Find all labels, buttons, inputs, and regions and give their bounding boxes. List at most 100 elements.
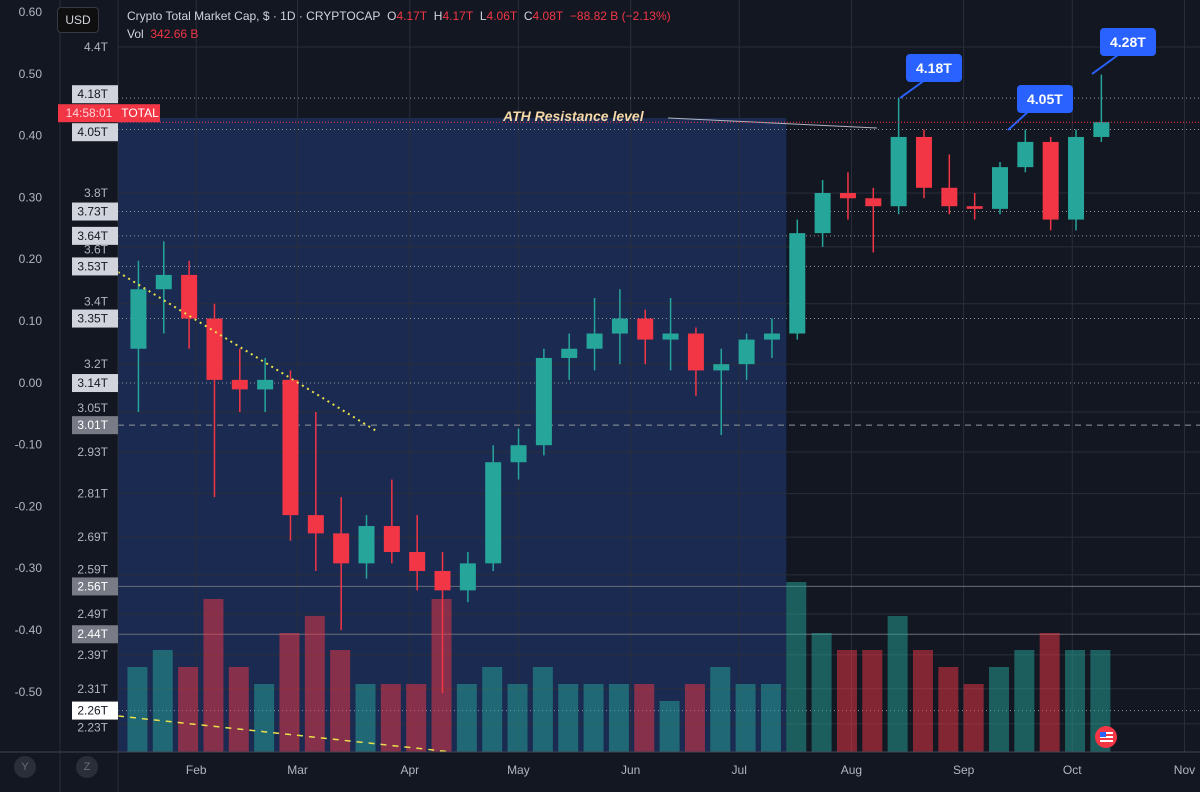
currency-button[interactable]: USD <box>57 7 99 33</box>
price-axis-tick: 2.81T <box>77 487 108 501</box>
level-label-bg <box>72 85 118 104</box>
volume-bar <box>1039 633 1060 752</box>
candle-body <box>789 233 806 334</box>
price-axis-tick: 4.4T <box>84 40 109 54</box>
level-label-bg <box>72 374 118 393</box>
candle-body <box>738 339 755 365</box>
low-value: 4.06T <box>486 9 518 23</box>
volume-bar <box>431 599 452 752</box>
candle-body <box>890 136 907 207</box>
open-value: 4.17T <box>396 9 428 23</box>
callout-high-oct[interactable]: 4.28T <box>1100 28 1156 56</box>
candle-body <box>307 515 324 534</box>
candle-body <box>1017 141 1034 168</box>
volume-bar <box>532 667 553 752</box>
callout-pointer <box>1007 109 1031 131</box>
volume-bar <box>583 684 604 752</box>
volume-value: 342.66 B <box>150 27 199 41</box>
candle-body <box>510 445 527 463</box>
us-flag-icon[interactable] <box>1095 726 1117 748</box>
candle-body <box>814 193 831 234</box>
volume-bar <box>380 684 401 752</box>
candle-body <box>409 552 426 571</box>
volume-bar <box>989 667 1009 752</box>
volume-bar <box>152 650 173 752</box>
level-label: 3.73T <box>77 205 108 219</box>
time-axis-tick: Apr <box>400 763 419 777</box>
left-axis-tick: -0.10 <box>15 438 43 452</box>
level-label: 2.44T <box>77 627 108 641</box>
close-value: 4.08T <box>532 9 564 23</box>
time-axis-tick: May <box>507 763 530 777</box>
price-axis-tick: 2.69T <box>77 530 108 544</box>
level-label: 2.56T <box>77 579 108 593</box>
candle-body <box>383 526 400 553</box>
high-label: H <box>433 9 443 23</box>
time-axis-tick: Nov <box>1174 763 1195 777</box>
candle-body <box>206 318 223 380</box>
level-label-bg <box>72 257 118 276</box>
volume-bar <box>406 684 427 752</box>
volume-bar <box>558 684 579 752</box>
volume-bar <box>203 599 224 752</box>
volume-bar <box>1014 650 1035 752</box>
volume-bar <box>1065 650 1086 752</box>
candle-body <box>966 206 983 209</box>
symbol-legend: Crypto Total Market Cap, $ · 1D · CRYPTO… <box>127 9 671 41</box>
callout-high-sep[interactable]: 4.05T <box>1017 85 1073 113</box>
volume-bar <box>963 684 984 752</box>
level-label-bg <box>72 701 118 720</box>
left-axis-tick: 0.60 <box>19 5 43 19</box>
left-axis <box>0 0 60 792</box>
left-axis-tick: -0.50 <box>15 685 43 699</box>
candle-body <box>637 318 654 340</box>
candle-body <box>865 198 882 207</box>
level-label-bg <box>72 309 118 328</box>
price-axis-tick: 2.31T <box>77 682 108 696</box>
left-axis-tick: 0.40 <box>19 129 43 143</box>
level-label: 3.01T <box>77 418 108 432</box>
volume-bar <box>127 667 148 752</box>
candle-body <box>687 333 704 371</box>
level-label-bg <box>72 226 118 245</box>
volume-bar <box>811 633 832 752</box>
z-axis-button[interactable]: Z <box>76 756 98 778</box>
countdown-tag-bg <box>58 104 120 123</box>
volume-bar <box>710 667 731 752</box>
symbol-title[interactable]: Crypto Total Market Cap, $ · 1D · CRYPTO… <box>127 9 381 23</box>
volume-bar <box>254 684 275 752</box>
volume-bar <box>507 684 528 752</box>
candle-body <box>713 364 730 371</box>
callout-high-aug[interactable]: 4.18T <box>906 54 962 82</box>
candle-body <box>763 333 780 340</box>
candle-body <box>181 274 198 319</box>
left-axis-tick: 0.00 <box>19 376 43 390</box>
symbol-tag-bg <box>120 104 160 123</box>
candle-body <box>839 193 856 199</box>
high-value: 4.17T <box>442 9 474 23</box>
candle-body <box>915 136 932 188</box>
volume-bar <box>608 684 629 752</box>
level-label: 3.53T <box>77 259 108 273</box>
price-axis-tick: 3.6T <box>84 242 109 256</box>
price-axis-tick: 3.05T <box>77 401 108 415</box>
candle-body <box>535 357 552 446</box>
price-axis-tick: 2.93T <box>77 445 108 459</box>
shaded-range <box>118 118 787 752</box>
level-label-bg <box>72 416 118 435</box>
volume-bar <box>456 684 477 752</box>
open-label: O <box>387 9 397 23</box>
time-axis-tick: Feb <box>186 763 207 777</box>
left-axis-tick: -0.30 <box>15 561 43 575</box>
volume-bar <box>355 684 376 752</box>
price-axis-tick: 2.39T <box>77 648 108 662</box>
ath-resistance-annotation[interactable]: ATH Resistance level <box>503 108 644 124</box>
left-axis-tick: 0.10 <box>19 314 43 328</box>
left-axis-tick: 0.20 <box>19 252 43 266</box>
time-axis-tick: Sep <box>953 763 975 777</box>
time-axis-tick: Oct <box>1063 763 1082 777</box>
candle-body <box>992 167 1008 209</box>
y-axis-button[interactable]: Y <box>14 756 36 778</box>
candle-body <box>434 570 451 591</box>
